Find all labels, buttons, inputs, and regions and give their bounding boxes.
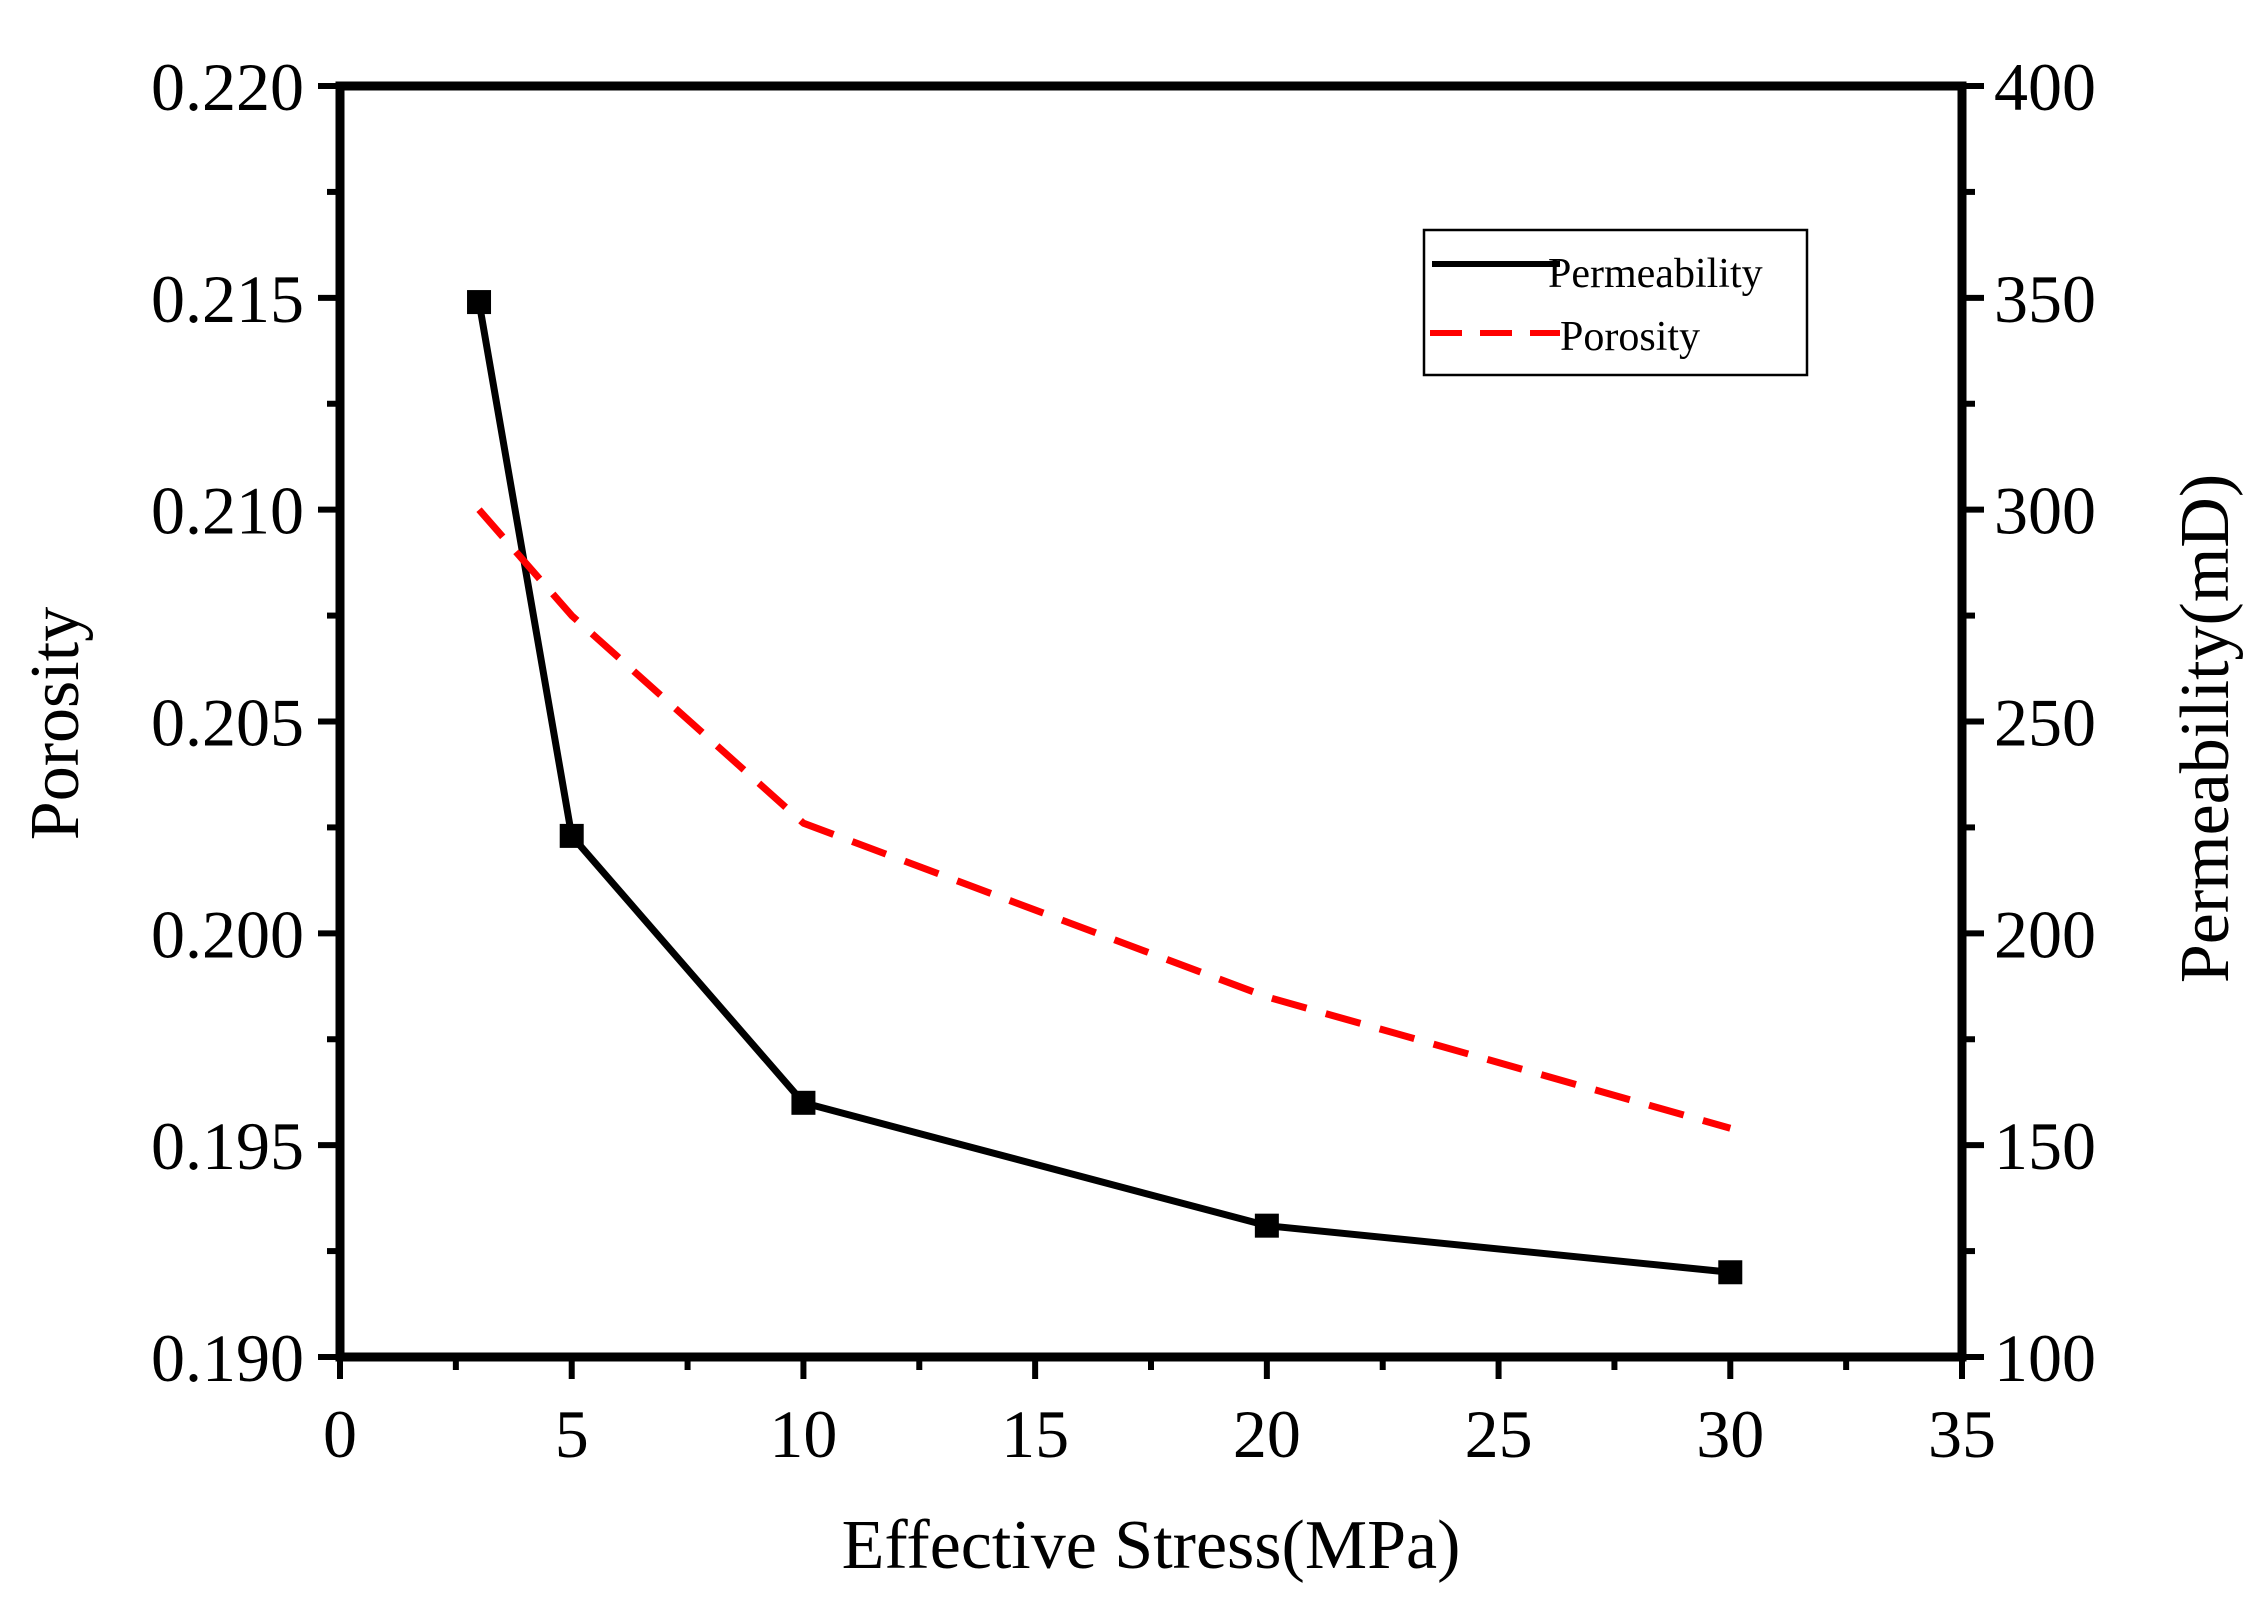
y-left-tick-label: 0.200 bbox=[151, 896, 304, 972]
data-point-permeability bbox=[467, 290, 492, 315]
tick-group bbox=[318, 83, 1984, 1379]
x-tick-label: 10 bbox=[769, 1396, 837, 1472]
y-right-tick-label: 200 bbox=[1994, 896, 2096, 972]
legend-label-permeability: Permeability bbox=[1548, 251, 1763, 297]
x-tick-label: 20 bbox=[1233, 1396, 1301, 1472]
series-group bbox=[467, 290, 1743, 1285]
legend-box bbox=[1422, 228, 1809, 377]
y-right-tick-label: 400 bbox=[1994, 49, 2096, 125]
x-tick-label: 0 bbox=[323, 1396, 357, 1472]
x-tick-label: 5 bbox=[555, 1396, 589, 1472]
y-right-tick-label: 100 bbox=[1994, 1320, 2096, 1396]
y-right-tick-label: 350 bbox=[1994, 261, 2096, 337]
tick-label-group: 0 5 10 15 20 25 30 35 0.190 0.195 0.200 0.205 0.210 0… bbox=[151, 49, 2096, 1472]
y-left-tick-label: 0.220 bbox=[151, 49, 304, 125]
series-line-porosity bbox=[476, 507, 1732, 1132]
legend: Permeability Porosity bbox=[1422, 228, 1809, 377]
y-left-tick-label: 0.215 bbox=[151, 261, 304, 337]
y-right-tick-label: 150 bbox=[1994, 1108, 2096, 1184]
y-axis-left-title: Porosity bbox=[17, 607, 94, 840]
y-right-tick-label: 300 bbox=[1994, 473, 2096, 549]
x-tick-label: 30 bbox=[1696, 1396, 1764, 1472]
x-tick-label: 35 bbox=[1928, 1396, 1996, 1472]
y-left-tick-label: 0.190 bbox=[151, 1320, 304, 1396]
y-axis-right-title: Permeability(mD) bbox=[2167, 474, 2244, 983]
x-tick-label: 15 bbox=[1001, 1396, 1069, 1472]
x-axis-title: Effective Stress(MPa) bbox=[842, 1507, 1461, 1584]
data-point-permeability bbox=[1254, 1213, 1279, 1238]
y-left-tick-label: 0.195 bbox=[151, 1108, 304, 1184]
data-point-permeability bbox=[1718, 1260, 1743, 1285]
y-left-tick-label: 0.210 bbox=[151, 473, 304, 549]
legend-label-porosity: Porosity bbox=[1560, 314, 1700, 360]
y-right-tick-label: 250 bbox=[1994, 685, 2096, 761]
y-left-tick-label: 0.205 bbox=[151, 685, 304, 761]
data-point-permeability bbox=[559, 823, 584, 848]
x-tick-label: 25 bbox=[1465, 1396, 1533, 1472]
data-point-permeability bbox=[791, 1090, 816, 1115]
